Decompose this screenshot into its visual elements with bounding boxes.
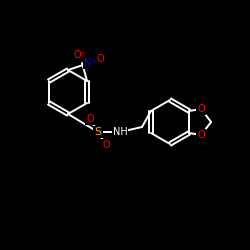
Text: O: O — [102, 140, 110, 150]
Text: NH: NH — [112, 127, 128, 137]
Text: O: O — [96, 54, 104, 64]
Text: O: O — [86, 114, 94, 124]
Text: O⁻: O⁻ — [74, 50, 86, 60]
Text: N⁺: N⁺ — [84, 58, 96, 68]
Text: S: S — [94, 127, 102, 137]
Text: O: O — [197, 130, 205, 140]
Text: O: O — [197, 104, 205, 114]
